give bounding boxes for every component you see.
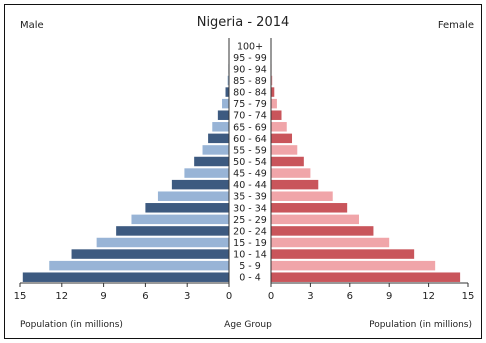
male-bar — [116, 226, 229, 236]
male-bar — [222, 98, 229, 109]
x-tick-label: 3 — [184, 291, 190, 302]
male-bar — [22, 272, 229, 282]
x-tick-label: 0 — [226, 291, 232, 302]
x-tick-label: 12 — [422, 291, 435, 302]
chart-title: Nigeria - 2014 — [196, 15, 290, 30]
male-bar — [71, 249, 229, 259]
age-group-label: 45 - 49 — [233, 169, 267, 180]
age-group-label: 80 - 84 — [233, 88, 267, 99]
age-group-label: 15 - 19 — [233, 238, 267, 249]
x-tick-label: 0 — [268, 291, 274, 302]
female-bar — [271, 179, 319, 190]
male-bar — [227, 75, 229, 86]
female-bar — [271, 145, 298, 155]
x-tick-label: 9 — [386, 291, 392, 302]
male-bar — [171, 179, 229, 190]
x-tick-label: 6 — [347, 291, 353, 302]
male-bar — [212, 122, 229, 132]
female-bar — [271, 133, 293, 144]
age-group-label: 100+ — [237, 41, 263, 52]
age-group-label: 90 - 94 — [233, 64, 267, 75]
male-bar — [96, 237, 229, 248]
male-bar — [208, 133, 229, 144]
x-tick-label: 6 — [142, 291, 148, 302]
male-bar — [145, 203, 229, 213]
age-group-label: 85 - 89 — [233, 76, 267, 87]
age-group-label: 60 - 64 — [233, 134, 267, 145]
age-group-label: 35 - 39 — [233, 192, 267, 203]
female-bar — [271, 110, 282, 120]
male-bar — [49, 260, 230, 271]
male-bar — [225, 87, 229, 97]
female-bar — [271, 156, 304, 167]
male-bar — [217, 110, 229, 120]
female-header: Female — [437, 20, 474, 31]
x-axis-label-right: Population (in millions) — [369, 320, 472, 330]
x-tick-label: 3 — [307, 291, 313, 302]
male-bar — [131, 214, 229, 225]
age-group-label: 65 - 69 — [233, 122, 267, 133]
male-bar — [202, 145, 229, 155]
x-tick-label: 12 — [55, 291, 68, 302]
age-group-label: 40 - 44 — [233, 180, 267, 191]
x-tick-label: 15 — [462, 291, 475, 302]
female-bar — [271, 272, 461, 282]
age-group-label: 0 - 4 — [239, 273, 261, 284]
age-group-label: 75 - 79 — [233, 99, 267, 110]
age-group-label: 20 - 24 — [233, 226, 267, 237]
age-group-label: 50 - 54 — [233, 157, 267, 168]
female-bar — [271, 191, 333, 201]
female-bar — [271, 122, 287, 132]
female-bar — [271, 249, 415, 259]
age-group-label: 5 - 9 — [239, 261, 261, 272]
female-bar — [271, 203, 348, 213]
age-group-label: 95 - 99 — [233, 53, 267, 64]
female-bar — [271, 168, 311, 178]
male-header: Male — [20, 20, 44, 31]
male-bar — [194, 156, 229, 167]
x-tick-label: 9 — [100, 291, 106, 302]
age-group-label: 10 - 14 — [233, 250, 267, 261]
age-group-label: 30 - 34 — [233, 203, 267, 214]
female-bar — [271, 98, 277, 109]
age-group-axis-label: Age Group — [224, 320, 272, 330]
female-bar — [271, 87, 275, 97]
age-group-label: 25 - 29 — [233, 215, 267, 226]
female-bar — [271, 226, 374, 236]
age-group-label: 70 - 74 — [233, 111, 267, 122]
x-tick-label: 15 — [14, 291, 27, 302]
female-bar — [271, 75, 273, 86]
x-axis-label-left: Population (in millions) — [20, 320, 123, 330]
male-bar — [184, 168, 229, 178]
female-bar — [271, 260, 436, 271]
male-bar — [157, 191, 229, 201]
age-group-label: 55 - 59 — [233, 145, 267, 156]
female-bar — [271, 237, 390, 248]
female-bar — [271, 214, 359, 225]
